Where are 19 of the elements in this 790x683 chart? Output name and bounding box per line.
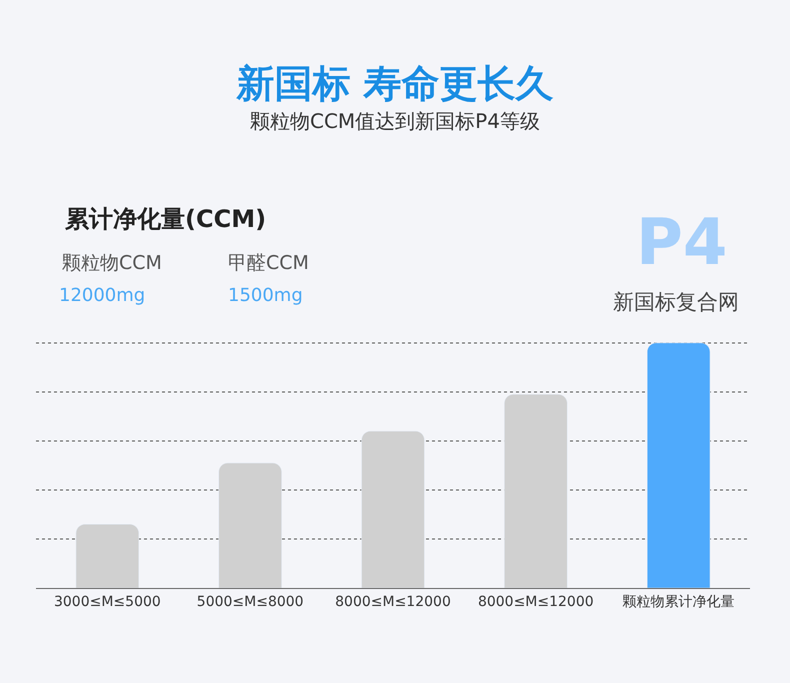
bar — [504, 394, 568, 588]
text: 12000mg — [59, 285, 146, 306]
bar — [76, 524, 140, 588]
text: 颗粒物CCM — [62, 252, 162, 274]
text: 累计净化量(CCM) — [64, 205, 266, 233]
text: 1500mg — [228, 285, 303, 306]
x-tick-label: 5000≤M≤8000 — [196, 594, 304, 610]
text: P4 — [636, 206, 728, 280]
x-tick-label: 8000≤M≤12000 — [335, 594, 451, 610]
bar — [361, 430, 425, 588]
text: 甲醛CCM — [228, 252, 309, 274]
x-tick-label: 颗粒物累计净化量 — [622, 594, 735, 610]
bar — [646, 342, 710, 588]
x-tick-label: 8000≤M≤12000 — [478, 594, 594, 610]
text: 新国标复合网 — [613, 290, 739, 314]
chart-title: 新国标 寿命更长久 — [235, 61, 554, 106]
x-tick-label: 3000≤M≤5000 — [54, 594, 161, 610]
chart-subtitle: 颗粒物CCM值达到新国标P4等级 — [250, 109, 540, 133]
bar — [218, 462, 282, 588]
